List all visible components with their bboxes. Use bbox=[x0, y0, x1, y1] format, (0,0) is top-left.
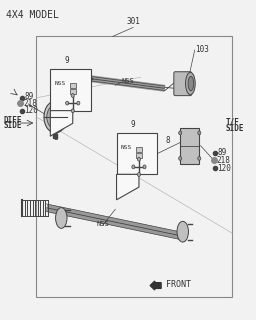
Text: 9: 9 bbox=[64, 56, 69, 65]
Text: 218: 218 bbox=[23, 100, 37, 108]
Text: 8: 8 bbox=[54, 132, 59, 141]
Ellipse shape bbox=[179, 156, 182, 160]
Bar bbox=[136, 153, 142, 158]
Ellipse shape bbox=[71, 109, 74, 113]
Text: 218: 218 bbox=[217, 156, 230, 165]
Text: NSS: NSS bbox=[122, 78, 135, 84]
Bar bbox=[136, 147, 142, 152]
Text: SIDE: SIDE bbox=[3, 121, 22, 131]
Text: DIFF: DIFF bbox=[3, 116, 22, 125]
Text: NSS: NSS bbox=[121, 145, 132, 150]
Text: 103: 103 bbox=[196, 44, 209, 54]
Text: FRONT: FRONT bbox=[166, 280, 191, 289]
Ellipse shape bbox=[44, 101, 67, 133]
Text: 89: 89 bbox=[24, 92, 33, 101]
Bar bbox=[70, 83, 76, 88]
Text: 120: 120 bbox=[24, 106, 38, 115]
Text: SIDE: SIDE bbox=[226, 124, 244, 132]
Bar bbox=[70, 89, 76, 94]
Text: T/F: T/F bbox=[226, 118, 240, 127]
Ellipse shape bbox=[188, 76, 194, 91]
Ellipse shape bbox=[198, 156, 201, 160]
Text: NSS: NSS bbox=[96, 221, 109, 227]
Ellipse shape bbox=[71, 93, 74, 97]
Ellipse shape bbox=[66, 101, 69, 105]
Bar bbox=[36, 36, 232, 297]
FancyArrow shape bbox=[150, 281, 161, 290]
Ellipse shape bbox=[179, 131, 182, 135]
Ellipse shape bbox=[47, 105, 64, 129]
Bar bbox=[116, 133, 157, 174]
Ellipse shape bbox=[132, 165, 135, 169]
Ellipse shape bbox=[143, 165, 146, 169]
Bar bbox=[180, 127, 199, 164]
Text: 301: 301 bbox=[126, 17, 140, 26]
Ellipse shape bbox=[77, 101, 80, 105]
Ellipse shape bbox=[186, 72, 195, 95]
Ellipse shape bbox=[56, 208, 67, 228]
Text: 8: 8 bbox=[166, 136, 170, 145]
Ellipse shape bbox=[137, 172, 141, 176]
Text: 120: 120 bbox=[218, 164, 231, 173]
Text: 4X4 MODEL: 4X4 MODEL bbox=[6, 10, 59, 20]
FancyBboxPatch shape bbox=[174, 72, 192, 96]
Text: 9: 9 bbox=[131, 120, 135, 129]
Text: 89: 89 bbox=[218, 148, 227, 157]
Ellipse shape bbox=[137, 157, 141, 161]
Bar bbox=[50, 69, 91, 111]
Ellipse shape bbox=[198, 131, 201, 135]
Text: NSS: NSS bbox=[55, 81, 66, 86]
Polygon shape bbox=[116, 174, 139, 200]
Polygon shape bbox=[50, 111, 73, 136]
Ellipse shape bbox=[177, 221, 188, 242]
